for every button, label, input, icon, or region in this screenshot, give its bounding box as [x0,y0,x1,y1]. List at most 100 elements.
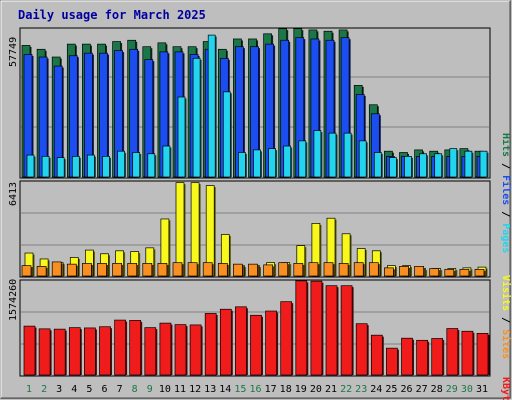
bar-visits-day-11 [175,182,185,277]
bar-pages-day-15 [238,152,246,178]
x-tick-label-day-3: 3 [56,384,62,395]
panel-visits-background [19,180,491,278]
bar-sites-day-7 [112,263,122,277]
x-tick-label-day-12: 12 [189,384,201,395]
x-tick-label-day-13: 13 [204,384,216,395]
x-tick-label-day-5: 5 [86,384,92,395]
x-tick-label-day-21: 21 [325,384,337,395]
bar-sites-day-8 [127,263,138,277]
x-tick-label-day-15: 15 [234,384,246,395]
bar-kbytes-day-1 [23,325,36,376]
bar-sites-day-20 [308,262,319,277]
bar-pages-day-31 [479,150,488,178]
legend-hits-files-pages: Hits / Files / Pages [500,133,512,253]
bars-layer [21,28,490,376]
bar-sites-day-16 [248,263,258,277]
bar-sites-day-9 [142,263,153,277]
bar-kbytes-day-11 [174,324,187,376]
bar-pages-day-10 [162,145,171,178]
legend-sites: Sites [500,329,512,359]
bar-pages-day-12 [192,57,201,178]
bar-sites-day-23 [353,262,364,277]
bar-sites-day-14 [217,263,228,277]
bar-kbytes-day-14 [219,308,232,376]
bar-kbytes-day-31 [476,333,489,376]
bar-pages-day-11 [177,96,186,178]
legend-pages: Pages [500,223,511,253]
bar-pages-day-25 [389,157,397,178]
bar-pages-day-17 [268,148,276,178]
bar-kbytes-day-5 [84,327,96,376]
x-tick-label-day-6: 6 [101,384,107,395]
bar-pages-day-4 [71,156,80,178]
bar-pages-day-8 [132,152,141,178]
bar-pages-day-5 [87,154,95,178]
x-tick-label-day-14: 14 [219,384,231,395]
legend-kbytes: KBytes [500,377,511,400]
legend-hits: Hits [500,133,512,157]
bar-kbytes-day-18 [280,301,293,376]
x-tick-label-day-25: 25 [385,384,397,395]
legend-separator: / [500,205,511,223]
bar-pages-day-19 [298,140,307,178]
x-tick-label-day-23: 23 [355,384,367,395]
legend-separator: / [500,311,511,329]
bar-sites-day-4 [66,263,77,277]
bar-sites-day-31 [474,268,485,277]
x-tick-label-day-22: 22 [340,384,352,395]
bar-kbytes-day-3 [53,328,66,376]
bar-pages-day-18 [283,145,292,178]
bar-sites-day-12 [187,262,198,277]
bar-kbytes-day-6 [99,326,111,376]
bar-sites-day-30 [459,268,470,277]
x-tick-label-day-20: 20 [310,384,322,395]
bar-kbytes-day-25 [386,347,398,376]
bar-sites-day-22 [338,263,349,277]
bar-kbytes-day-12 [189,324,202,376]
x-tick-label-day-28: 28 [431,384,443,395]
x-tick-label-day-16: 16 [249,384,261,395]
bar-kbytes-day-16 [250,314,262,376]
bar-kbytes-day-20 [310,280,323,376]
bar-kbytes-day-22 [340,285,353,376]
bar-kbytes-day-4 [68,327,81,376]
bar-kbytes-day-26 [401,337,413,376]
bar-kbytes-day-7 [114,319,126,376]
bar-sites-day-28 [429,268,440,277]
bar-kbytes-day-13 [204,313,217,376]
bar-visits-day-12 [190,182,200,277]
bar-sites-day-15 [233,263,243,277]
bar-sites-day-1 [21,265,32,277]
bar-sites-day-29 [444,268,455,277]
bar-kbytes-day-9 [144,327,157,376]
x-tick-label-day-27: 27 [416,384,428,395]
x-tick-label-day-18: 18 [280,384,292,395]
bar-sites-day-11 [172,262,183,277]
bar-pages-day-21 [328,132,337,178]
x-tick-label-day-8: 8 [132,384,138,395]
bar-pages-day-30 [464,150,473,178]
x-tick-label-day-7: 7 [117,384,123,395]
bar-kbytes-day-27 [416,339,428,376]
x-tick-label-day-24: 24 [370,384,382,395]
legend-files: Files [500,175,512,205]
bar-kbytes-day-28 [431,338,444,376]
bar-kbytes-day-19 [295,280,308,376]
bar-pages-day-24 [373,152,382,178]
bar-sites-day-18 [278,262,289,277]
bar-sites-day-25 [384,267,394,277]
bar-pages-day-26 [404,156,412,178]
bar-sites-day-6 [97,263,107,277]
bar-kbytes-day-2 [38,328,51,376]
bar-kbytes-day-24 [370,334,383,376]
bar-pages-day-29 [449,148,458,178]
bar-kbytes-day-23 [355,323,368,376]
bar-kbytes-day-29 [446,328,459,376]
bar-kbytes-day-15 [235,306,247,376]
bar-sites-day-10 [157,263,168,277]
x-tick-label-day-19: 19 [295,384,307,395]
chart-title: Daily usage for March 2025 [18,8,206,22]
bar-pages-day-28 [434,153,443,178]
bar-pages-day-22 [343,132,352,178]
